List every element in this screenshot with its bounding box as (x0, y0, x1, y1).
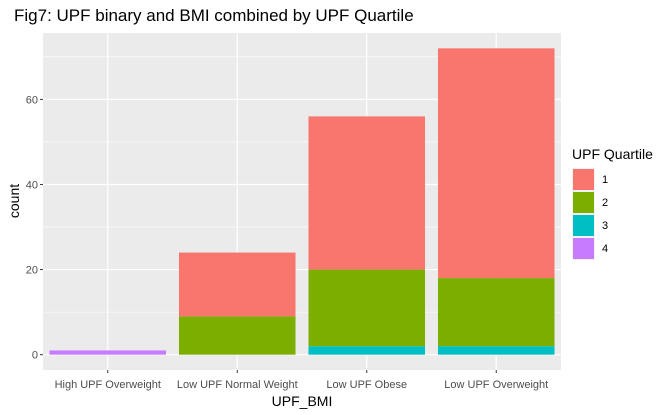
bar-segment (178, 316, 296, 355)
bar-segment (308, 346, 426, 355)
legend-swatch (573, 238, 594, 259)
legend-swatch (573, 169, 594, 190)
y-tick-label: 40 (26, 179, 38, 191)
bar-segment (178, 252, 296, 317)
legend-label: 4 (602, 243, 608, 255)
bars (49, 48, 555, 355)
bar-segment (49, 350, 167, 355)
y-axis-title: count (6, 184, 22, 218)
bar-segment (308, 116, 426, 270)
bar-segment (437, 346, 555, 355)
legend-label: 1 (602, 174, 608, 186)
y-tick-label: 20 (26, 265, 38, 277)
x-axis: High UPF Overweight Low UPF Normal Weight… (55, 370, 548, 391)
x-tick-label: Low UPF Normal Weight (177, 379, 298, 391)
legend-title: UPF Quartile (572, 146, 653, 162)
legend: UPF Quartile 1 2 3 4 (572, 146, 653, 260)
bar-segment (437, 278, 555, 347)
y-tick-label: 0 (32, 350, 38, 362)
bar-segment (437, 48, 555, 279)
legend-swatch (573, 215, 594, 236)
y-tick-label: 60 (26, 94, 38, 106)
y-axis: 0 20 40 60 (26, 94, 43, 362)
x-tick-label: High UPF Overweight (55, 379, 161, 391)
bar-segment (308, 269, 426, 347)
legend-label: 3 (602, 220, 608, 232)
x-tick-label: Low UPF Obese (326, 379, 407, 391)
legend-swatch (573, 192, 594, 213)
chart-title: Fig7: UPF binary and BMI combined by UPF… (14, 6, 414, 25)
x-axis-title: UPF_BMI (272, 393, 333, 409)
x-tick-label: Low UPF Overweight (444, 379, 548, 391)
legend-label: 2 (602, 197, 608, 209)
